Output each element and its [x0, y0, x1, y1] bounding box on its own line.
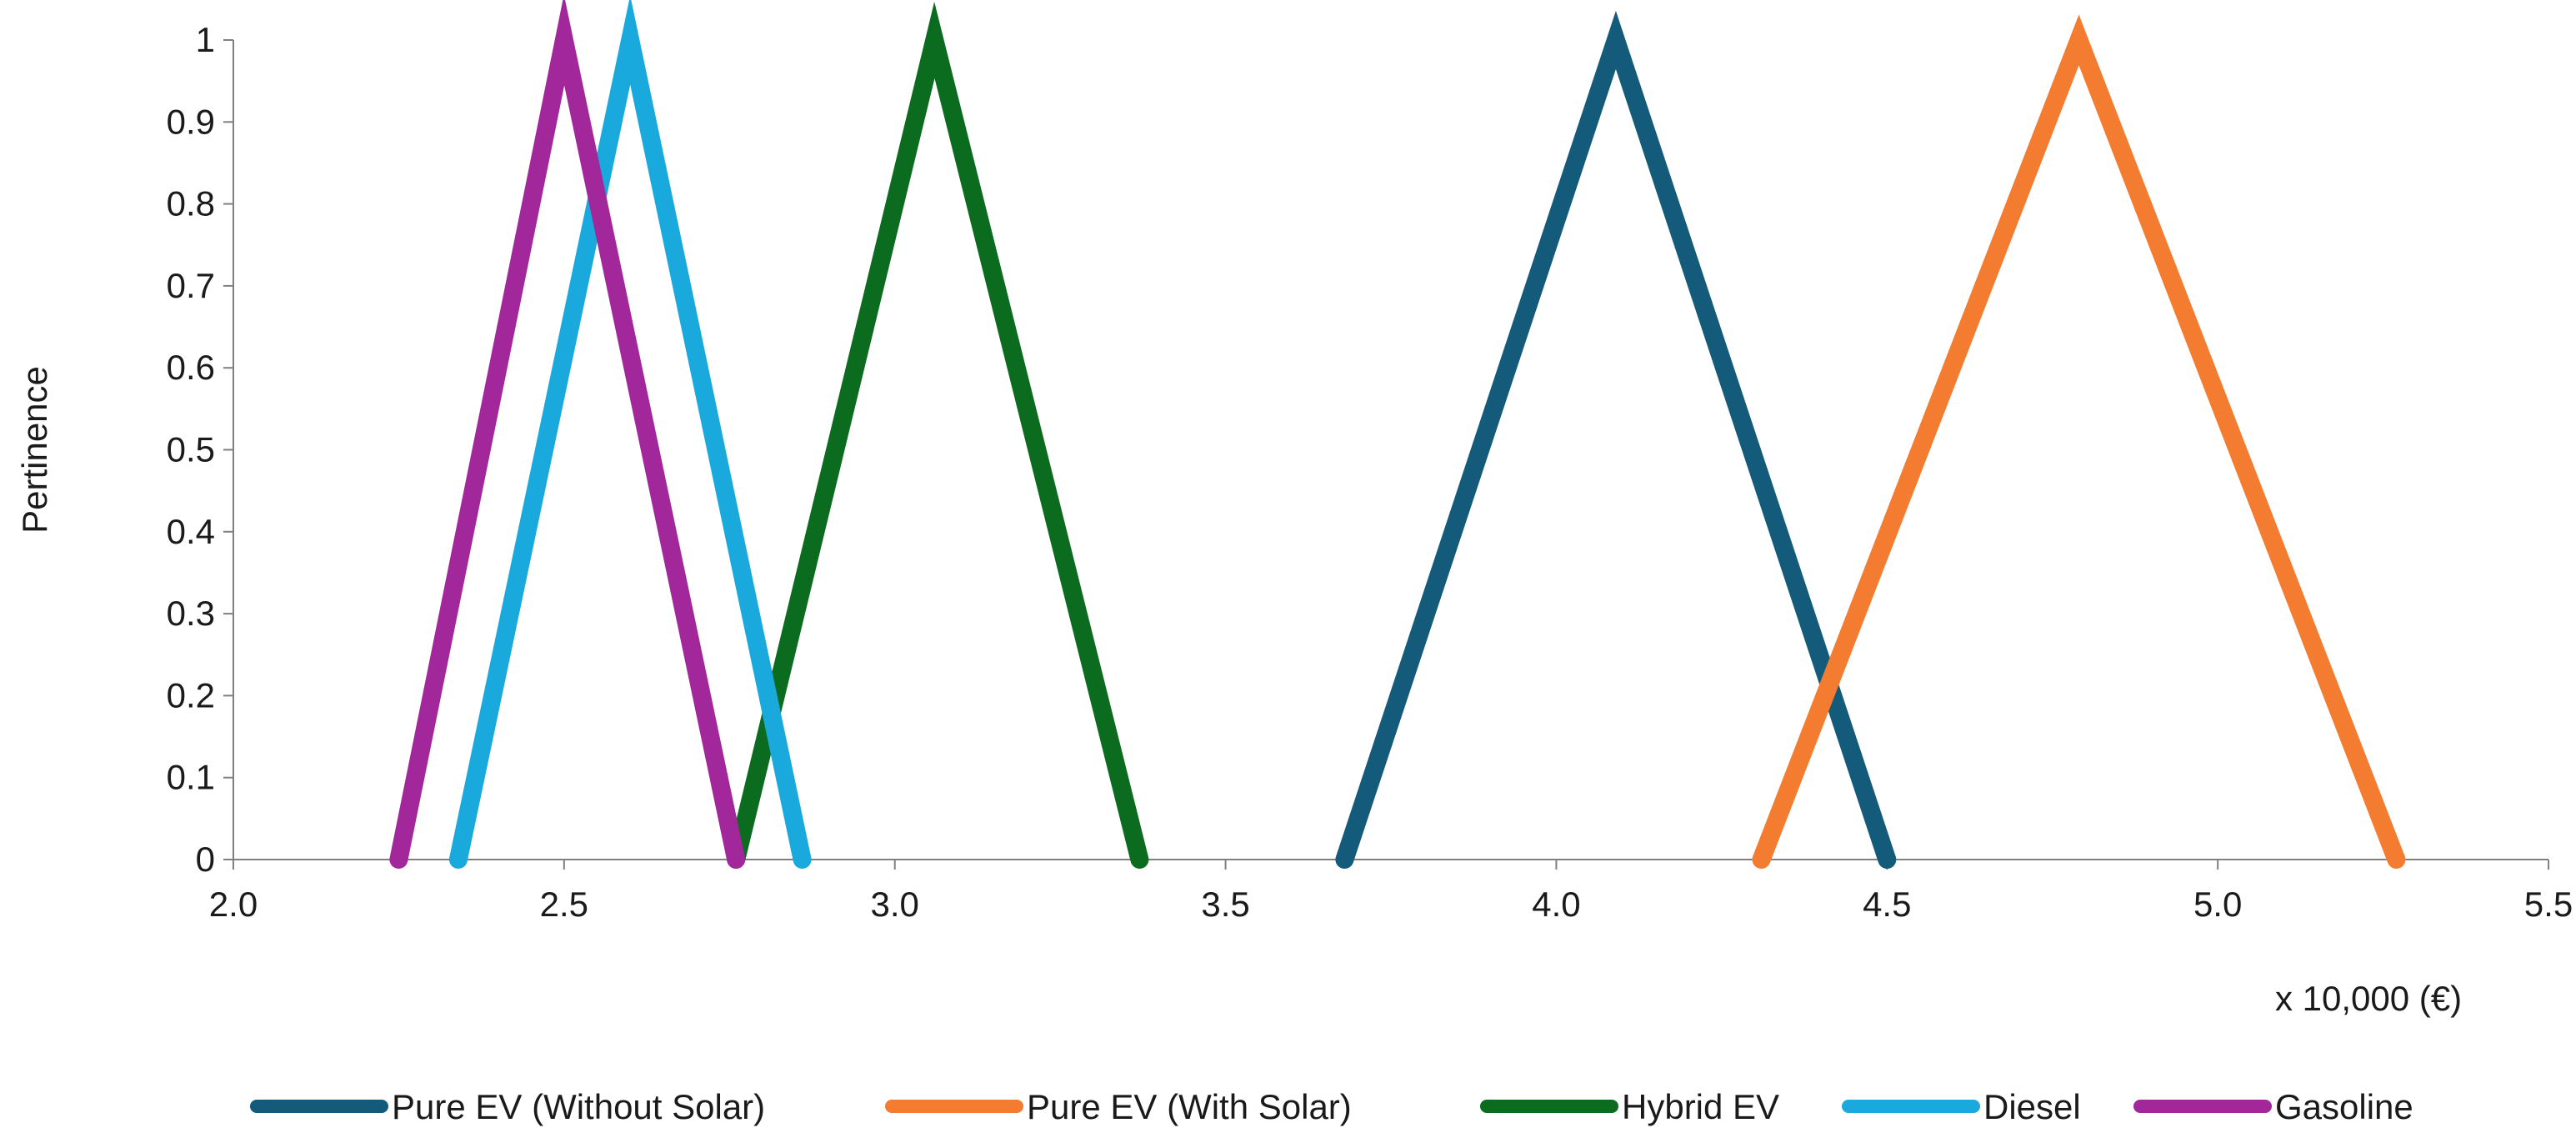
y-tick-label: 0.4 — [167, 512, 215, 551]
x-tick-label: 3.5 — [1201, 885, 1249, 924]
y-tick-label: 0.7 — [167, 266, 215, 305]
y-tick-label: 0.3 — [167, 594, 215, 633]
y-tick-label: 0.1 — [167, 758, 215, 797]
legend: Pure EV (Without Solar) Pure EV (With Sol… — [250, 1087, 2413, 1126]
x-axis-title: x 10,000 (€) — [2275, 979, 2462, 1018]
legend-label-2: Hybrid EV — [1622, 1087, 1779, 1126]
x-tick-label: 3.0 — [871, 885, 919, 924]
y-tick-label: 0.2 — [167, 675, 215, 714]
series-line-0 — [1335, 11, 1897, 869]
legend-label-0: Pure EV (Without Solar) — [392, 1087, 765, 1126]
y-axis-title: Pertinence — [15, 366, 54, 534]
x-tick-label: 2.5 — [540, 885, 588, 924]
series-line-3 — [448, 0, 812, 869]
series-layer — [389, 0, 2406, 869]
legend-label-4: Gasoline — [2275, 1087, 2413, 1126]
x-tick-label: 2.0 — [209, 885, 258, 924]
y-tick-label: 0 — [196, 840, 215, 879]
y-tick-label: 1 — [196, 20, 215, 59]
series-line-1 — [1752, 14, 2406, 869]
axes: 0 0.1 0.2 0.3 0.4 0.5 0.6 0.7 0.8 0.9 1 2.0 2.5 3.0 3.… — [167, 20, 2573, 924]
y-tick-label: 0.5 — [167, 430, 215, 469]
series-line-4 — [389, 0, 746, 869]
legend-label-3: Diesel — [1983, 1087, 2081, 1126]
y-tick-label: 0.6 — [167, 348, 215, 387]
x-tick-label: 5.5 — [2524, 885, 2573, 924]
legend-label-1: Pure EV (With Solar) — [1027, 1087, 1352, 1126]
x-tick-label: 4.5 — [1863, 885, 1911, 924]
y-tick-label: 0.8 — [167, 184, 215, 223]
series-line-2 — [727, 2, 1149, 869]
y-tick-label: 0.9 — [167, 102, 215, 141]
x-tick-label: 5.0 — [2193, 885, 2242, 924]
x-tick-label: 4.0 — [1532, 885, 1580, 924]
